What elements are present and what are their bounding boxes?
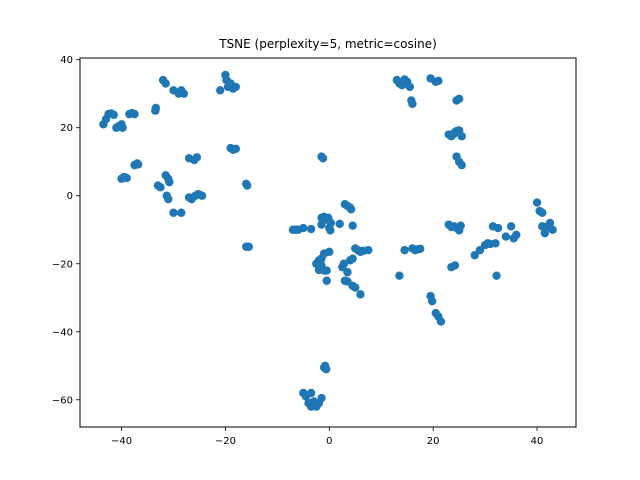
y-tick-label: 40 xyxy=(60,55,73,66)
data-point xyxy=(434,76,443,85)
data-point xyxy=(548,225,557,234)
x-tick-label: 40 xyxy=(531,436,544,447)
y-tick-label: −40 xyxy=(52,327,73,338)
data-point xyxy=(415,244,425,253)
data-point xyxy=(325,247,334,257)
x-tick-label: 20 xyxy=(427,436,440,447)
data-point xyxy=(326,226,335,235)
x-axis-ticks: −40 −20 0 20 40 xyxy=(111,427,543,447)
data-point xyxy=(545,218,555,228)
data-point xyxy=(470,251,479,260)
data-point xyxy=(339,259,349,268)
data-point xyxy=(532,198,542,207)
data-point xyxy=(161,79,170,88)
data-point xyxy=(348,221,357,230)
data-point xyxy=(130,109,139,119)
data-point xyxy=(306,224,316,234)
data-point xyxy=(231,144,241,154)
data-point xyxy=(165,177,174,187)
data-point xyxy=(343,268,352,277)
x-tick-label: 0 xyxy=(326,436,332,447)
data-point xyxy=(319,266,329,275)
data-point xyxy=(395,271,404,280)
data-point xyxy=(169,208,178,217)
data-point xyxy=(454,94,464,104)
data-point xyxy=(156,183,165,192)
data-point xyxy=(492,271,501,280)
data-point xyxy=(475,245,485,255)
x-tick-label: −40 xyxy=(111,436,132,447)
data-point xyxy=(244,242,253,251)
x-tick-label: −20 xyxy=(215,436,236,447)
data-point xyxy=(306,388,316,398)
data-point xyxy=(192,153,202,162)
data-point xyxy=(309,400,318,410)
data-point xyxy=(299,223,308,233)
data-point xyxy=(493,223,503,233)
data-point xyxy=(450,261,460,270)
data-point xyxy=(408,99,417,109)
data-point xyxy=(405,82,415,92)
data-point xyxy=(364,245,373,255)
data-point xyxy=(197,191,207,200)
data-point xyxy=(506,222,516,231)
data-point xyxy=(326,218,336,228)
data-point xyxy=(348,254,357,263)
data-point xyxy=(456,221,465,230)
data-point xyxy=(231,82,241,92)
data-point xyxy=(109,110,118,119)
data-point xyxy=(122,173,131,183)
data-point xyxy=(351,283,360,292)
data-point xyxy=(151,103,161,113)
y-tick-label: −60 xyxy=(52,395,73,406)
data-point xyxy=(427,296,437,306)
data-point xyxy=(335,219,344,229)
data-point xyxy=(317,393,326,403)
data-point xyxy=(356,290,365,299)
y-axis-ticks: −60 −40 −20 0 20 40 xyxy=(52,55,80,406)
chart-title: TSNE (perplexity=5, metric=cosine) xyxy=(218,37,437,51)
data-point xyxy=(243,181,252,190)
data-point xyxy=(322,276,331,285)
data-point xyxy=(538,208,547,217)
data-point xyxy=(164,194,173,204)
data-point xyxy=(509,234,518,243)
data-point xyxy=(400,245,409,255)
plot-area-frame xyxy=(79,57,577,428)
data-point xyxy=(450,127,460,137)
data-point xyxy=(346,205,356,214)
y-tick-label: 0 xyxy=(67,191,73,202)
data-point xyxy=(216,86,225,95)
y-tick-label: 20 xyxy=(60,123,73,134)
data-point xyxy=(457,132,466,141)
data-point xyxy=(540,228,550,238)
data-point xyxy=(501,232,511,241)
data-points xyxy=(99,70,557,411)
data-point xyxy=(491,239,500,248)
data-point xyxy=(321,364,331,374)
y-tick-label: −20 xyxy=(52,259,73,270)
data-point xyxy=(457,160,466,170)
data-point xyxy=(133,160,143,169)
data-point xyxy=(118,123,127,132)
data-point xyxy=(179,89,189,98)
data-point xyxy=(318,154,328,163)
data-point xyxy=(177,208,186,217)
data-point xyxy=(436,317,446,326)
